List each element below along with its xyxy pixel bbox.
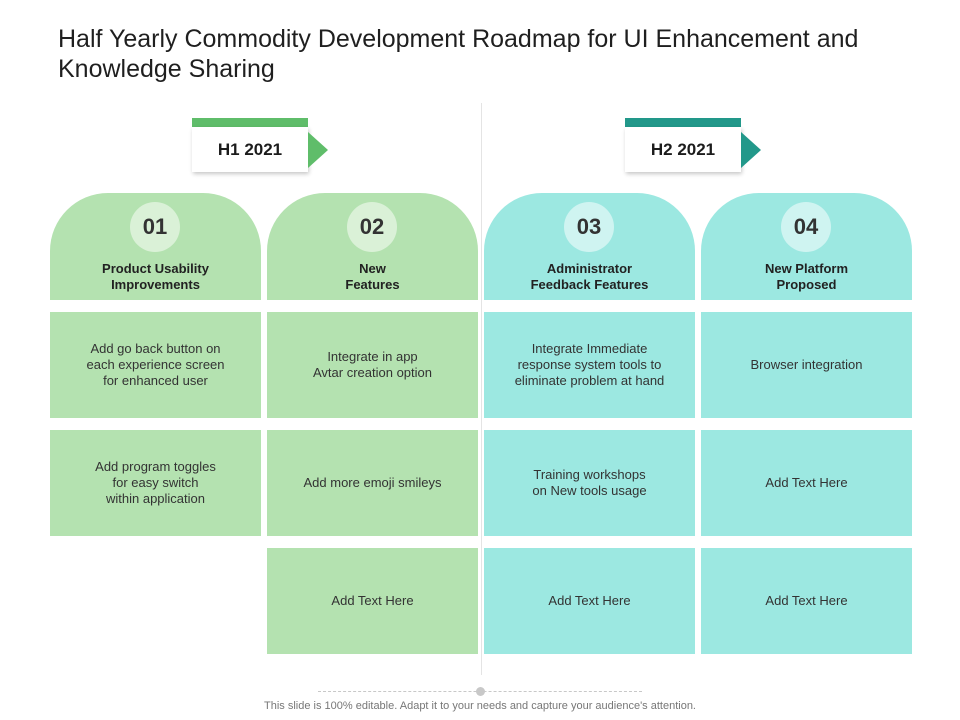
arrow-right-icon [741,132,761,168]
roadmap-card: Add Text Here [484,548,695,654]
period-tag-h2: H2 2021 [625,118,765,174]
roadmap-card: Add more emoji smileys [267,430,478,536]
roadmap-card: Training workshops on New tools usage [484,430,695,536]
step-number: 02 [347,202,397,252]
step-number: 04 [781,202,831,252]
column-title: Administrator Feedback Features [530,261,649,292]
roadmap-card: Add Text Here [267,548,478,654]
column-title: New Features [345,261,400,292]
slide-title: Half Yearly Commodity Development Roadma… [58,25,859,83]
roadmap-card: Browser integration [701,312,912,418]
roadmap-card: Add Text Here [701,548,912,654]
roadmap-card: Add Text Here [701,430,912,536]
column-header-04: 04 New Platform Proposed [701,193,912,300]
period-tag-h1: H1 2021 [192,118,332,174]
column-title: Product Usability Improvements [102,261,209,292]
step-number: 03 [564,202,614,252]
column-header-02: 02 New Features [267,193,478,300]
column-header-01: 01 Product Usability Improvements [50,193,261,300]
roadmap-card: Add program toggles for easy switch with… [50,430,261,536]
period-tag-label: H2 2021 [625,127,741,172]
column-title: New Platform Proposed [764,261,849,292]
arrow-right-icon [308,132,328,168]
roadmap-card: Integrate in app Avtar creation option [267,312,478,418]
roadmap-card: Add go back button on each experience sc… [50,312,261,418]
period-tag-bar [192,118,308,127]
roadmap-card: Integrate Immediate response system tool… [484,312,695,418]
period-tag-label: H1 2021 [192,127,308,172]
footer-note: This slide is 100% editable. Adapt it to… [264,700,696,712]
footer-dot [476,687,485,696]
period-divider [481,103,482,675]
period-tag-bar [625,118,741,127]
column-header-03: 03 Administrator Feedback Features [484,193,695,300]
step-number: 01 [130,202,180,252]
